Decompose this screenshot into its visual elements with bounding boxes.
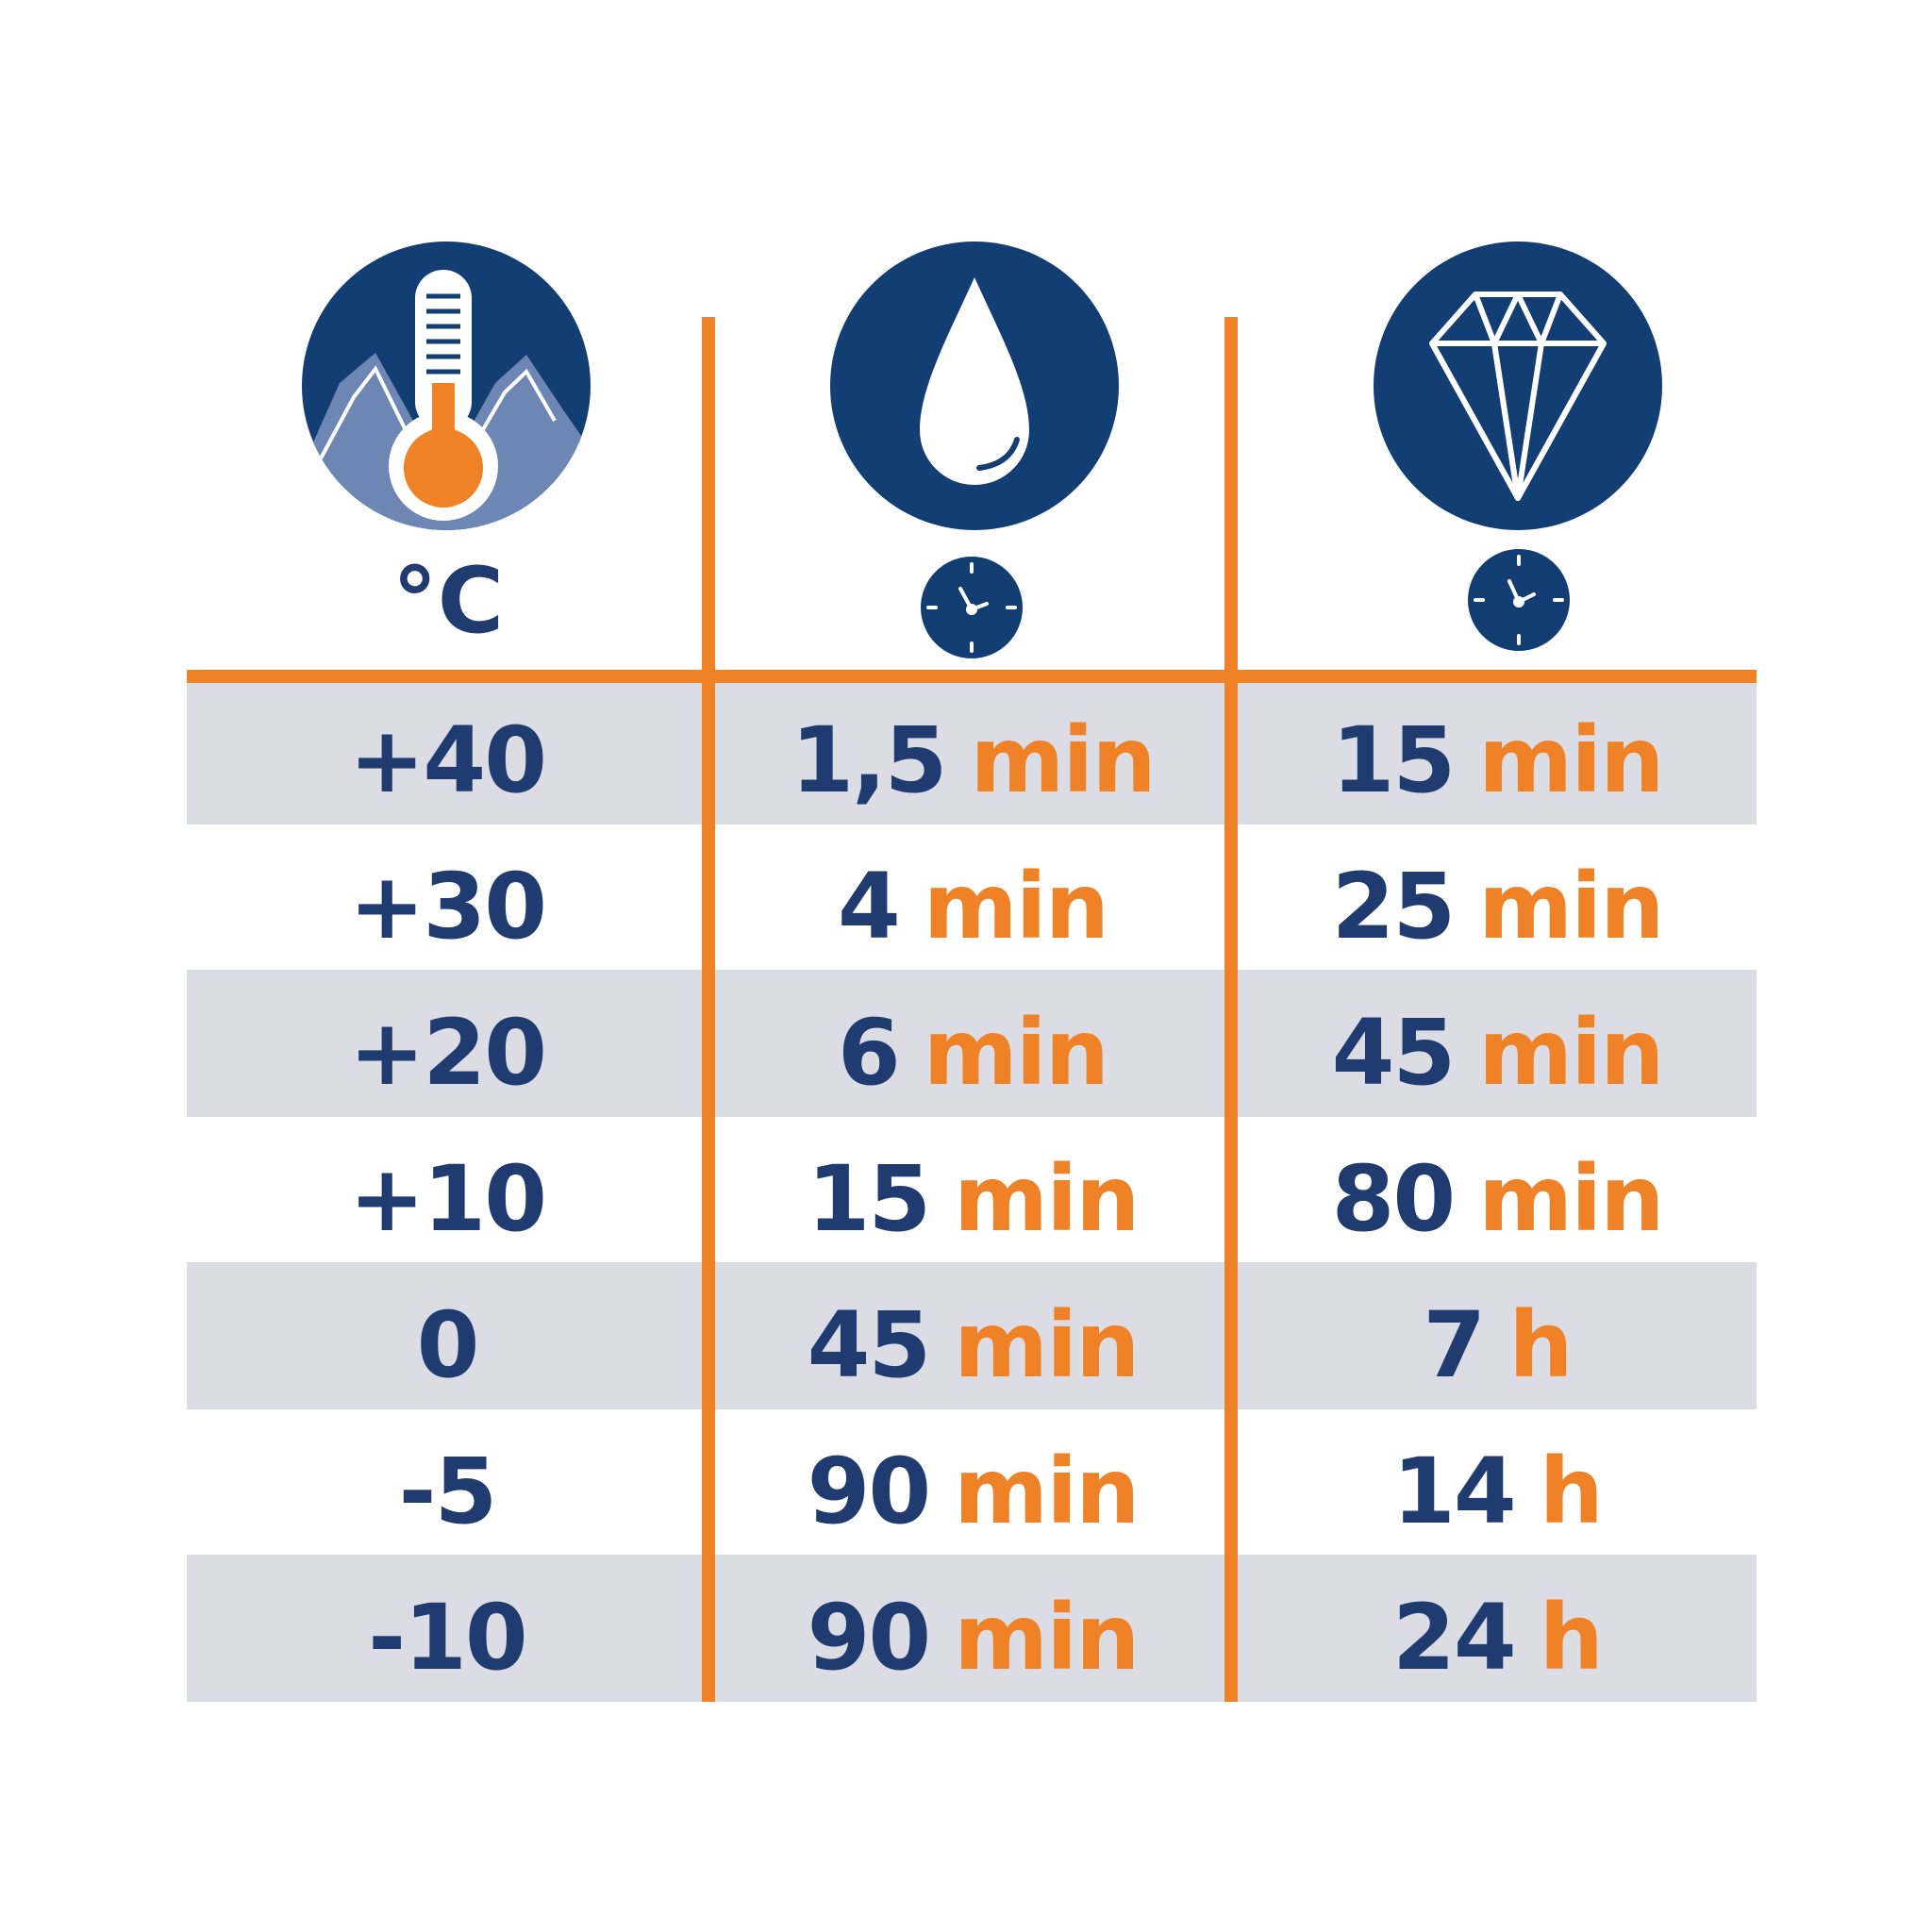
row-band-5 xyxy=(187,1262,1757,1409)
full-cure-cell: 15 min xyxy=(1331,708,1665,813)
diamond-icon xyxy=(1374,242,1662,530)
touch-dry-cell: 15 min xyxy=(807,1146,1141,1252)
row-band-3 xyxy=(187,970,1757,1117)
touch-dry-cell: 1,5 min xyxy=(791,708,1156,813)
full-cure-cell: 14 h xyxy=(1392,1439,1604,1544)
header-divider xyxy=(187,670,1757,683)
temperature-unit-label: °C xyxy=(391,548,505,654)
touch-dry-cell: 45 min xyxy=(807,1292,1141,1398)
clock-icon xyxy=(1468,549,1570,651)
temperature-cell: -5 xyxy=(398,1439,498,1544)
clock-icon xyxy=(921,557,1023,658)
temperature-cell: +10 xyxy=(348,1146,547,1252)
full-cure-cell: 25 min xyxy=(1331,854,1665,959)
temperature-cell: -10 xyxy=(368,1585,527,1690)
row-band-7 xyxy=(187,1555,1757,1702)
temperature-cell: +20 xyxy=(348,1000,547,1106)
water-drop-icon xyxy=(830,242,1119,530)
row-band-1 xyxy=(187,677,1757,824)
full-cure-cell: 45 min xyxy=(1331,1000,1665,1106)
full-cure-cell: 24 h xyxy=(1392,1585,1604,1690)
temperature-cell: 0 xyxy=(416,1292,480,1398)
full-cure-cell: 80 min xyxy=(1331,1146,1665,1252)
touch-dry-cell: 90 min xyxy=(807,1439,1141,1544)
thermometer-mountain-icon xyxy=(302,242,591,530)
column-divider-1 xyxy=(702,317,715,1702)
touch-dry-cell: 6 min xyxy=(837,1000,1109,1106)
column-divider-2 xyxy=(1224,317,1238,1702)
temperature-cell: +30 xyxy=(348,854,547,959)
temperature-cell: +40 xyxy=(348,708,547,813)
touch-dry-cell: 4 min xyxy=(837,854,1109,959)
touch-dry-cell: 90 min xyxy=(807,1585,1141,1690)
